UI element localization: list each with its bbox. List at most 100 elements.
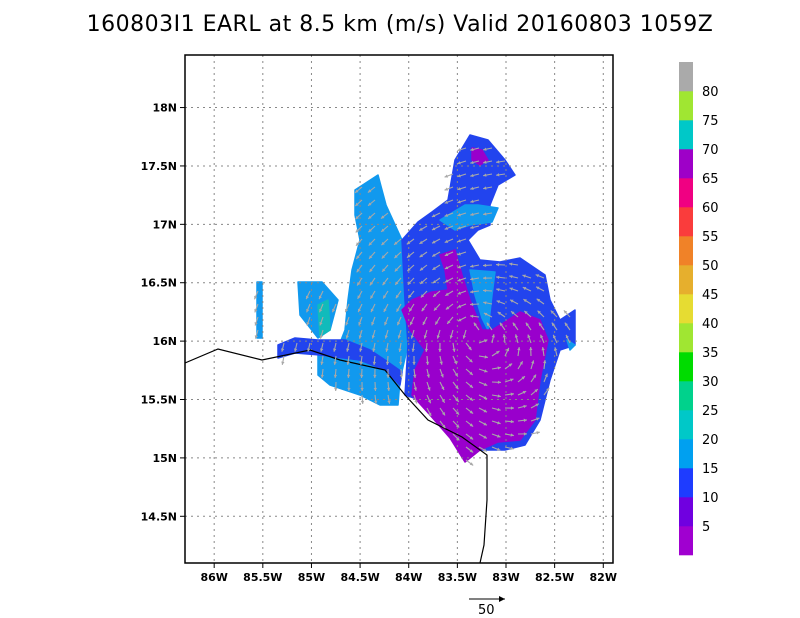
wind-vector-head xyxy=(496,300,501,304)
wind-vector-head xyxy=(527,334,531,338)
wind-vector-head xyxy=(546,387,550,392)
wind-vector-head xyxy=(433,293,437,297)
wind-vector-head xyxy=(523,404,527,409)
wind-vector-head xyxy=(355,242,360,246)
wind-vector-head xyxy=(453,360,457,365)
wind-vector-head xyxy=(444,252,449,256)
wind-vectors xyxy=(253,147,571,466)
wind-vector-head xyxy=(427,399,431,404)
wind-vector-head xyxy=(441,411,446,416)
wind-vector-head xyxy=(454,373,458,377)
wind-vector-head xyxy=(496,173,500,177)
latitude-tick-label: 14.5N xyxy=(141,510,177,523)
wind-vector-head xyxy=(357,308,362,313)
wind-vector-head xyxy=(538,322,542,327)
wind-vector-head xyxy=(367,189,372,193)
wind-vector-head xyxy=(396,308,400,312)
wind-vector-head xyxy=(413,374,417,378)
wind-vector-head xyxy=(469,436,474,440)
wind-vector-head xyxy=(521,376,525,380)
wind-vector-head xyxy=(281,361,285,365)
wind-vector-head xyxy=(408,294,412,299)
wind-vector-head xyxy=(398,348,402,352)
wind-vector-head xyxy=(535,274,540,278)
wind-vector-head xyxy=(470,302,474,307)
wind-vector-head xyxy=(470,147,474,152)
wind-vector-head xyxy=(422,321,426,326)
wind-vector-head xyxy=(438,348,442,352)
wind-vector-head xyxy=(523,299,527,303)
wind-vector-head xyxy=(369,255,373,259)
wind-vector-head xyxy=(564,322,568,327)
wind-speed-region xyxy=(256,281,263,339)
wind-vector-head xyxy=(383,308,387,312)
wind-vector-head xyxy=(420,294,425,298)
wind-vector-head xyxy=(469,384,473,388)
wind-vector-head xyxy=(394,268,399,272)
wind-vector-head xyxy=(359,348,363,352)
wind-vector-head xyxy=(457,200,461,204)
wind-vector-head xyxy=(497,311,502,316)
longitude-tick-label: 83W xyxy=(492,571,519,584)
wind-vector-head xyxy=(483,312,488,316)
wind-vector-head xyxy=(496,447,501,451)
colorbar-label: 70 xyxy=(702,143,719,158)
wind-vector-head xyxy=(306,308,310,313)
colorbar-label: 55 xyxy=(702,230,719,245)
wind-vector-head xyxy=(426,374,430,378)
wind-vector-head xyxy=(536,298,541,302)
wind-vector-head xyxy=(447,320,451,324)
latitude-tick-label: 18N xyxy=(152,102,177,115)
wind-vector-head xyxy=(510,419,514,424)
wind-vector-head xyxy=(483,147,487,151)
wind-vector-head xyxy=(457,161,461,165)
wind-vector-head xyxy=(439,361,443,365)
wind-vector-head xyxy=(510,299,514,303)
wind-vector-head xyxy=(457,265,461,269)
wind-vector-head xyxy=(483,409,488,413)
wind-vector-head xyxy=(483,288,487,293)
wind-vector-head xyxy=(497,407,501,412)
wind-vector-head xyxy=(512,322,516,327)
longitude-tick-label: 83.5W xyxy=(438,571,477,584)
wind-vector-head xyxy=(419,240,423,244)
wind-vector-head xyxy=(457,278,461,282)
wind-vector-head xyxy=(543,360,547,364)
wind-vector-head xyxy=(449,335,453,339)
wind-vector-head xyxy=(536,286,540,290)
wind-vector-head xyxy=(346,361,350,365)
wind-vector-head xyxy=(483,276,487,280)
wind-vector-head xyxy=(381,255,386,259)
wind-vector-head xyxy=(345,321,349,326)
wind-vector-head xyxy=(419,227,423,231)
longitude-tick-labels: 86W 85.5W 85W 84.5W 84W 83.5W 83W 82.5W 82W xyxy=(200,563,617,584)
wind-vector-head xyxy=(517,347,521,351)
wind-vector-head xyxy=(483,422,487,426)
wind-vector-head xyxy=(432,266,436,270)
wind-vector-head xyxy=(455,424,460,428)
wind-vector-head xyxy=(407,267,411,272)
latitude-tick-label: 17.5N xyxy=(141,160,177,173)
wind-vector-head xyxy=(506,347,510,352)
longitude-tick-label: 86W xyxy=(200,571,227,584)
colorbar-label: 30 xyxy=(702,375,719,390)
wind-vector-head xyxy=(455,411,460,415)
wind-vector-head xyxy=(470,186,474,191)
wind-vector-head xyxy=(394,241,398,245)
wind-vector-head xyxy=(510,433,514,437)
wind-vector-head xyxy=(280,348,285,352)
wind-vector-head xyxy=(369,268,373,273)
wind-vector-head xyxy=(497,434,501,438)
wind-vector-head xyxy=(440,373,444,378)
wind-vector-head xyxy=(483,382,488,386)
wind-vector-head xyxy=(412,361,416,365)
wind-vector-head xyxy=(457,252,461,256)
longitude-tick-label: 82W xyxy=(590,571,617,584)
wind-vector-head xyxy=(444,200,449,204)
wind-vector-head xyxy=(407,281,412,285)
wind-vector-head xyxy=(355,215,359,220)
wind-vector-head xyxy=(544,373,548,378)
wind-vector-head xyxy=(457,239,461,243)
colorbar-segment xyxy=(679,91,693,121)
